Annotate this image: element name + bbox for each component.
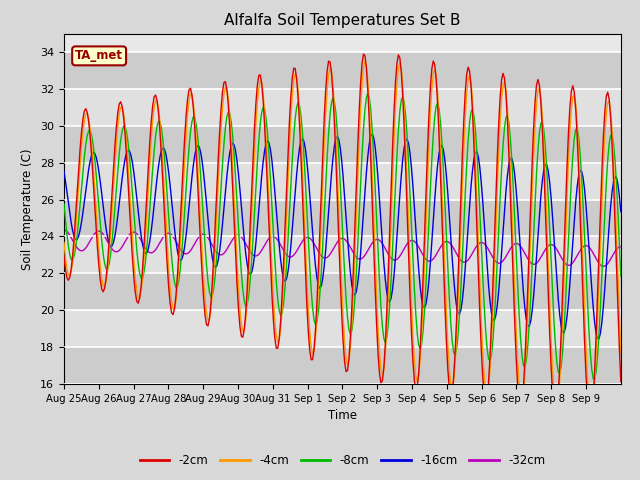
Bar	[64, 237, 621, 273]
Title: Alfalfa Soil Temperatures Set B: Alfalfa Soil Temperatures Set B	[224, 13, 461, 28]
Bar	[64, 126, 621, 163]
Bar	[64, 89, 621, 126]
Bar	[64, 52, 621, 89]
Bar	[64, 163, 621, 200]
Text: TA_met: TA_met	[75, 49, 123, 62]
Y-axis label: Soil Temperature (C): Soil Temperature (C)	[22, 148, 35, 270]
Bar	[64, 200, 621, 237]
Bar	[64, 273, 621, 310]
Bar	[64, 310, 621, 347]
X-axis label: Time: Time	[328, 409, 357, 422]
Bar	[64, 347, 621, 384]
Legend: -2cm, -4cm, -8cm, -16cm, -32cm: -2cm, -4cm, -8cm, -16cm, -32cm	[135, 449, 550, 472]
